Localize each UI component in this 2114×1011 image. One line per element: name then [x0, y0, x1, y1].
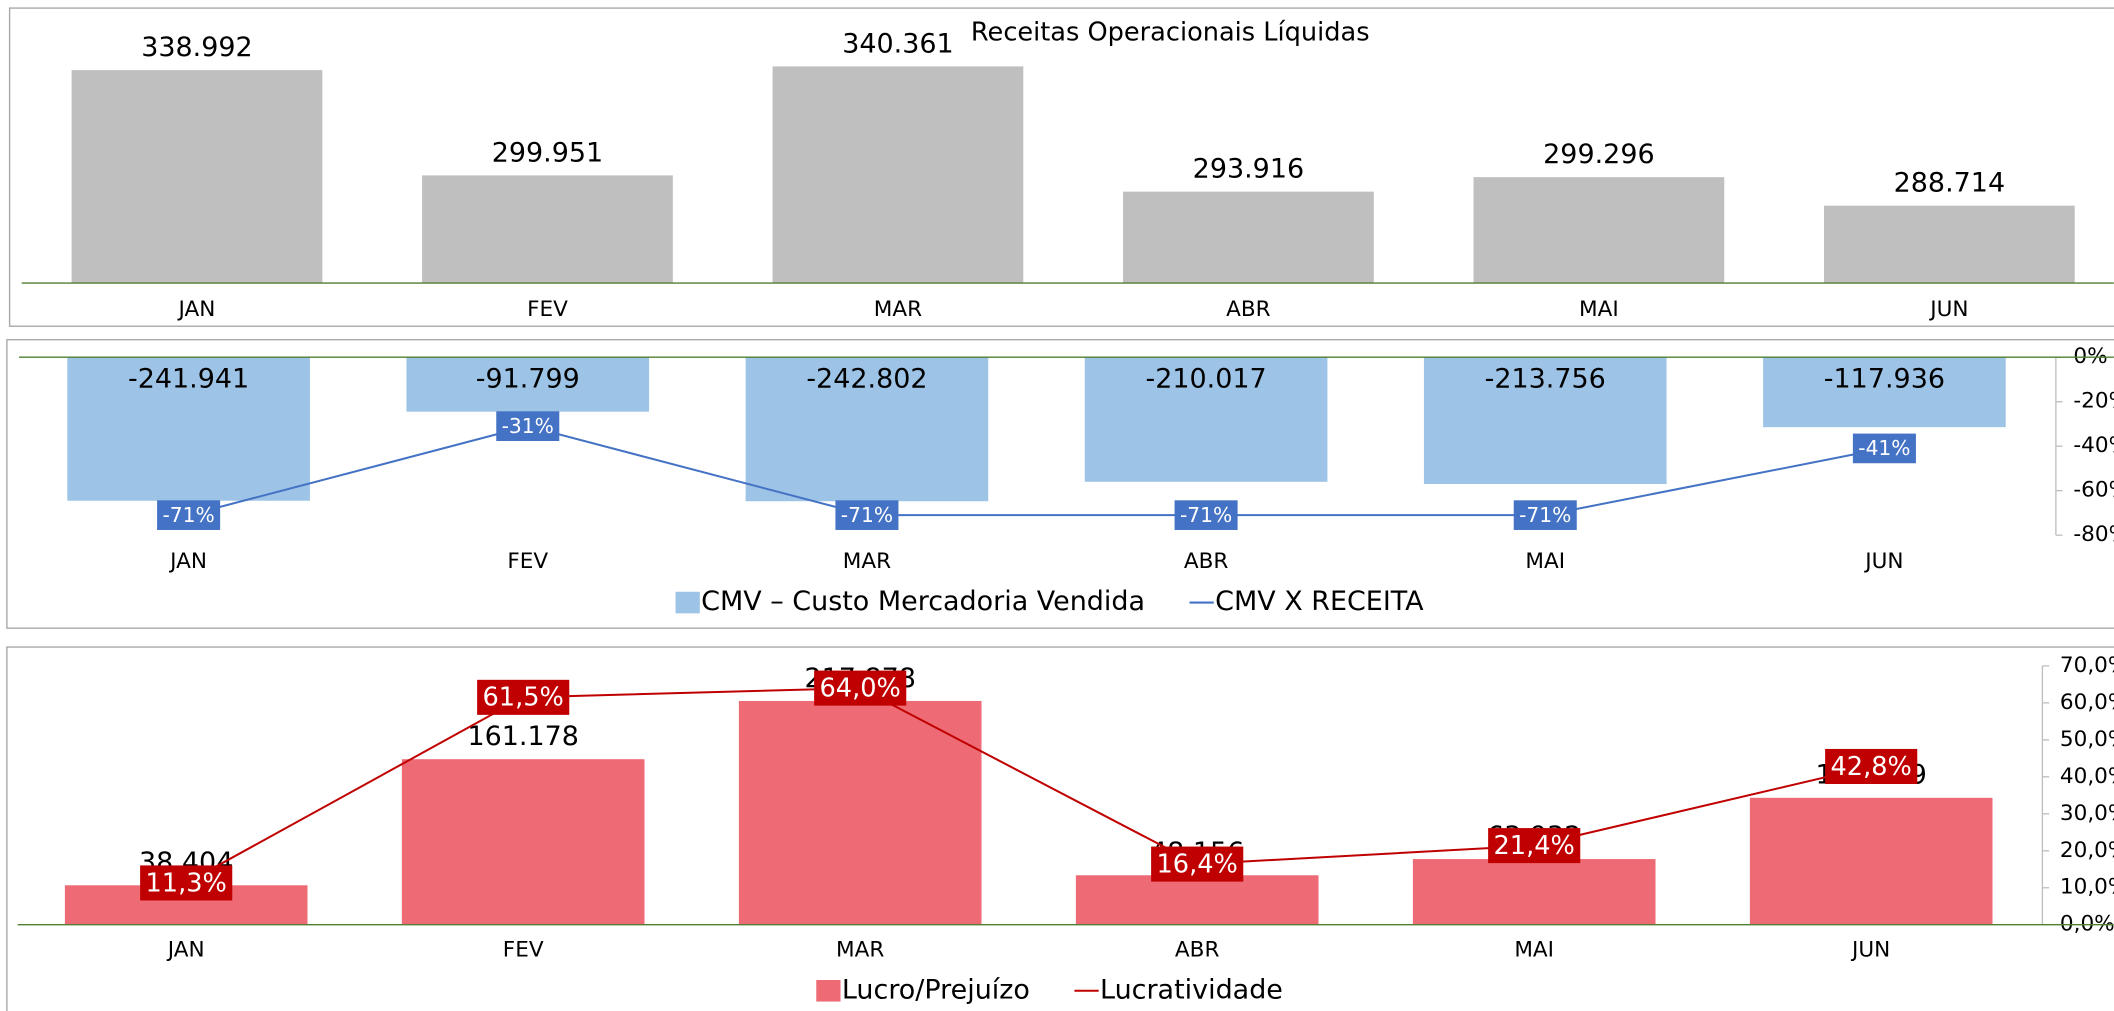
data-label-box: [1488, 828, 1581, 864]
data-label-box: [1852, 433, 1916, 464]
legend-label: CMV – Custo Mercadoria Vendida: [701, 586, 1145, 617]
data-label: -41%: [1858, 436, 1910, 460]
data-label: 299.951: [492, 137, 603, 168]
data-label: 340.361: [842, 28, 953, 59]
data-label: 21,4%: [1494, 831, 1575, 861]
data-label-box: [140, 865, 233, 901]
bar: [1123, 191, 1374, 284]
x-tick-label: JUN: [1928, 297, 1968, 322]
data-label: 161.178: [467, 721, 578, 752]
x-tick-label: JAN: [168, 549, 207, 574]
bar: [1423, 357, 1667, 485]
bar: [1473, 177, 1725, 284]
data-label: -71%: [162, 503, 214, 527]
data-label: 61,5%: [483, 683, 564, 713]
y2-tick-label: -20%: [2073, 389, 2114, 414]
data-label: -117.936: [1824, 364, 1945, 395]
y2-tick-label: 10,0%: [2060, 875, 2114, 900]
data-label-box: [1513, 500, 1577, 530]
bar: [1824, 205, 2075, 284]
data-label: 288.714: [1894, 168, 2005, 199]
data-label: -71%: [1519, 503, 1571, 527]
data-label: 16,4%: [1157, 849, 1238, 879]
x-tick-label: JAN: [166, 937, 205, 962]
data-label: -241.941: [128, 364, 249, 395]
x-tick-label: JUN: [1850, 937, 1890, 962]
data-label: 293.916: [1193, 154, 1304, 185]
y2-tick-label: -40%: [2073, 433, 2114, 458]
data-label-box: [1151, 846, 1244, 882]
legend-label: Lucro/Prejuízo: [842, 974, 1030, 1005]
data-label: -71%: [841, 503, 893, 527]
data-label: 338.992: [141, 32, 252, 63]
x-tick-label: FEV: [527, 297, 568, 322]
data-label: 64,0%: [820, 673, 901, 703]
line: [185, 687, 1872, 884]
bar: [401, 759, 645, 925]
bar: [1075, 875, 1319, 925]
data-label: -31%: [502, 414, 554, 438]
data-label: -242.802: [806, 364, 927, 395]
legend-swatch: [816, 979, 841, 1002]
bar: [738, 700, 982, 925]
y2-tick-label: -80%: [2073, 522, 2114, 547]
x-tick-label: MAI: [1525, 549, 1565, 574]
data-label-box: [1825, 748, 1918, 785]
bar: [67, 357, 310, 501]
data-label: 11,3%: [146, 868, 227, 898]
data-label-box: [835, 500, 899, 530]
line: [188, 425, 1885, 517]
y2-tick-label: -60%: [2073, 478, 2114, 503]
y2-tick-label: 70,0%: [2060, 653, 2114, 678]
chart-title: Receitas Operacionais Líquidas: [971, 18, 1370, 48]
y2-tick-label: 40,0%: [2060, 764, 2114, 789]
x-tick-label: FEV: [503, 937, 544, 962]
bar: [71, 70, 323, 284]
data-label-box: [477, 679, 570, 715]
bar: [1763, 357, 2006, 428]
y2-tick-label: 30,0%: [2060, 801, 2114, 826]
legend-swatch: [675, 591, 700, 614]
y2-tick-label: 60,0%: [2060, 690, 2114, 715]
data-label-box: [814, 670, 907, 706]
bar: [1412, 859, 1656, 925]
data-label-box: [496, 411, 560, 441]
x-tick-label: MAR: [836, 937, 884, 962]
data-label: 42,8%: [1831, 752, 1912, 782]
data-label-box: [1174, 500, 1238, 530]
panel: [6, 339, 2114, 629]
bar: [406, 357, 650, 412]
data-label: -210.017: [1145, 364, 1266, 395]
y2-tick-label: 50,0%: [2060, 727, 2114, 752]
x-tick-label: MAI: [1514, 937, 1554, 962]
x-tick-label: ABR: [1175, 937, 1220, 962]
data-label: 299.296: [1543, 139, 1654, 170]
panel: [8, 7, 2114, 327]
legend-label: Lucratividade: [1100, 974, 1283, 1005]
x-tick-label: MAI: [1579, 297, 1619, 322]
bar: [1084, 357, 1328, 482]
data-label: -213.756: [1485, 364, 1606, 395]
bar: [772, 66, 1024, 284]
x-tick-label: MAR: [843, 549, 891, 574]
legend-label: CMV X RECEITA: [1215, 586, 1424, 617]
x-tick-label: FEV: [507, 549, 548, 574]
data-label: -71%: [1180, 503, 1232, 527]
y2-tick-label: 20,0%: [2060, 838, 2114, 863]
x-tick-label: JAN: [177, 297, 216, 322]
x-tick-label: MAR: [874, 297, 922, 322]
x-tick-label: JUN: [1863, 549, 1903, 574]
data-label: -91.799: [476, 364, 580, 395]
bar: [422, 175, 673, 284]
data-label-box: [157, 500, 221, 530]
x-tick-label: ABR: [1226, 297, 1271, 322]
x-tick-label: ABR: [1184, 549, 1229, 574]
bar: [1749, 797, 1993, 925]
bar: [745, 357, 989, 502]
